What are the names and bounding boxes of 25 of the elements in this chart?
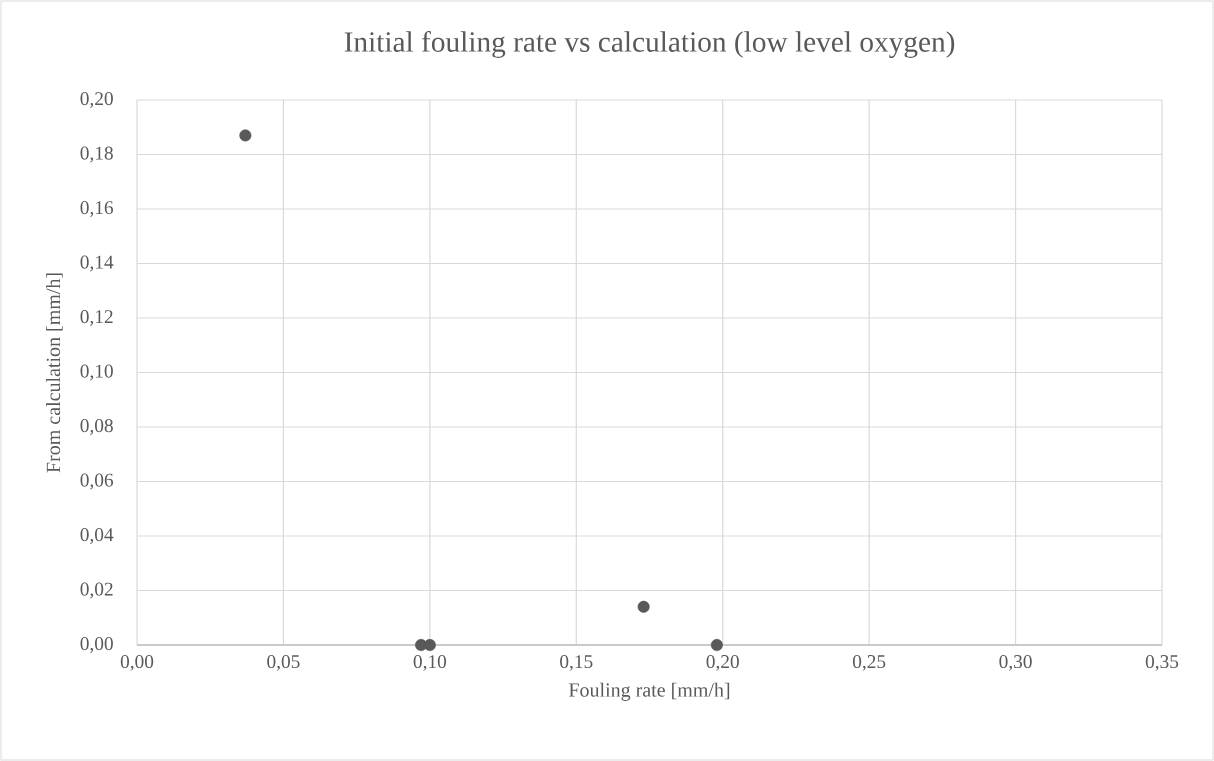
y-axis-title: From calculation [mm/h] xyxy=(46,273,63,473)
chart-title: Initial fouling rate vs calculation (low level oxygen) xyxy=(344,30,955,58)
y-tick-label: 0,20 xyxy=(80,92,113,108)
x-tick-label: 0,20 xyxy=(706,655,739,671)
y-tick-label: 0,08 xyxy=(80,419,113,435)
y-tick-label: 0,04 xyxy=(80,528,114,544)
y-tick-label: 0,18 xyxy=(80,146,113,163)
y-tick-label: 0,14 xyxy=(80,255,114,272)
x-tick-label: 0,25 xyxy=(852,655,886,671)
x-tick-label: 0,00 xyxy=(120,655,154,671)
x-axis-title: Fouling rate [mm/h] xyxy=(568,682,730,701)
point xyxy=(710,639,723,652)
y-tick-label: 0,00 xyxy=(80,637,113,653)
y-tick-label: 0,06 xyxy=(80,473,114,490)
y-tick-label: 0,02 xyxy=(80,582,113,599)
x-tick-label: 0,15 xyxy=(560,655,593,671)
point xyxy=(637,600,650,613)
y-tick-label: 0,12 xyxy=(80,310,113,326)
y-tick-label: 0,16 xyxy=(80,201,114,217)
point xyxy=(239,129,252,142)
y-tick-label: 0,10 xyxy=(80,364,113,381)
x-tick-label: 0,05 xyxy=(267,655,300,671)
x-tick-label: 0,30 xyxy=(999,655,1032,671)
x-tick-label: 0,10 xyxy=(413,655,447,671)
x-tick-label: 0,35 xyxy=(1145,655,1179,671)
